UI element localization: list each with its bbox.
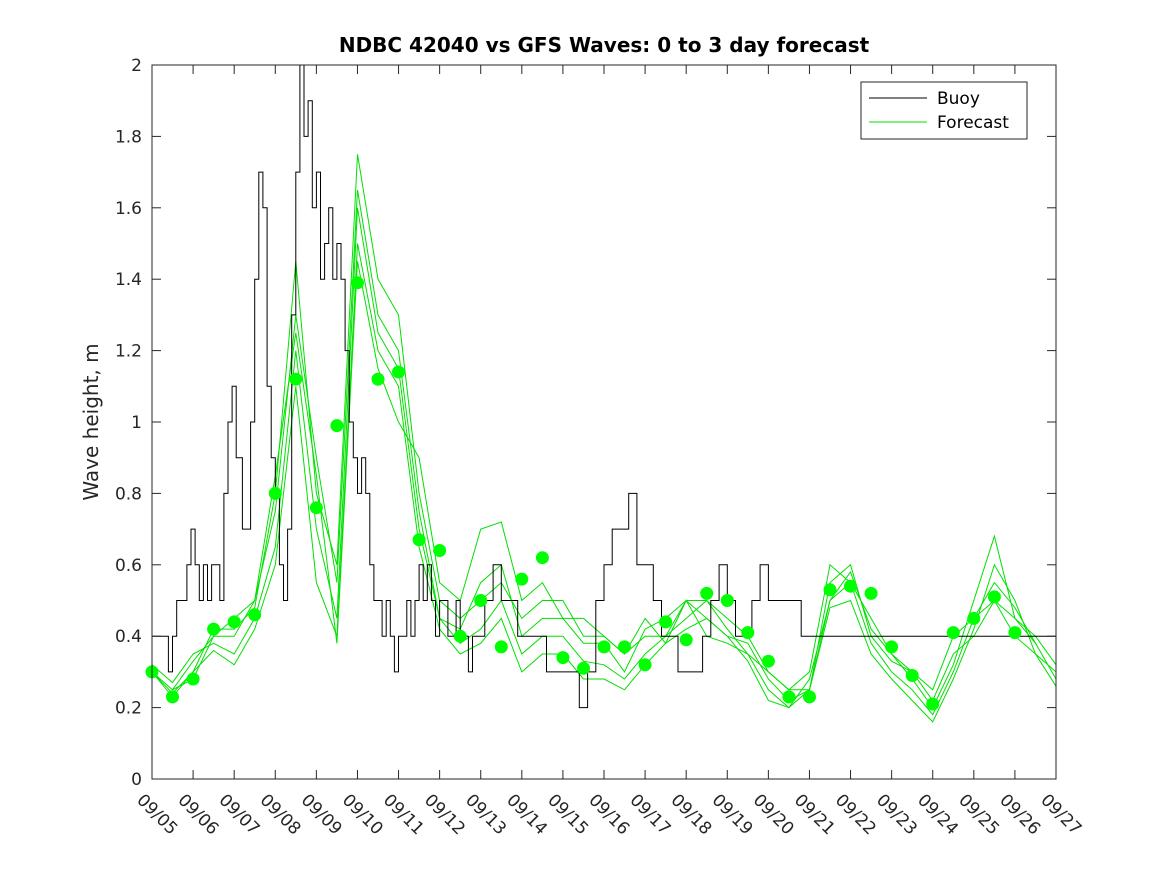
- analysis-marker: [433, 544, 447, 557]
- y-tick-label: 1.2: [115, 342, 142, 362]
- y-tick-label: 0: [131, 770, 142, 790]
- analysis-marker: [659, 615, 673, 629]
- y-tick-labels: 0 0.2 0.4 0.6 0.8 1 1.2 1.4 1.6 1.8 2: [115, 56, 142, 790]
- series-buoy-line: [152, 64, 1056, 709]
- analysis-marker: [679, 633, 693, 647]
- analysis-marker: [556, 651, 570, 665]
- analysis-marker: [864, 586, 878, 600]
- analysis-marker: [186, 672, 200, 686]
- analysis-marker: [844, 579, 857, 593]
- analysis-marker: [1008, 626, 1022, 640]
- analysis-marker: [823, 583, 837, 597]
- analysis-marker: [700, 586, 714, 600]
- analysis-marker: [638, 658, 652, 672]
- axis-ticks: [151, 64, 1057, 780]
- y-tick-label: 1: [131, 413, 142, 433]
- legend-forecast-label: Forecast: [937, 113, 1009, 133]
- y-tick-label: 0.6: [115, 556, 142, 576]
- analysis-marker: [330, 419, 344, 433]
- analysis-marker: [289, 372, 303, 386]
- analysis-marker: [720, 594, 734, 607]
- analysis-marker-layer: [145, 276, 1022, 711]
- analysis-marker: [453, 629, 467, 643]
- analysis-marker: [946, 626, 960, 640]
- series-forecast-line-4: [151, 243, 1057, 723]
- legend: Buoy Forecast: [860, 81, 1028, 140]
- y-axis-label: Wave height, m: [79, 343, 103, 500]
- y-tick-label: 0.4: [115, 627, 142, 647]
- analysis-marker: [207, 622, 221, 636]
- analysis-marker: [412, 533, 426, 547]
- legend-box: [860, 81, 1028, 140]
- analysis-marker: [618, 640, 631, 654]
- y-tick-label: 2: [131, 56, 142, 76]
- analysis-marker: [885, 640, 899, 654]
- analysis-marker: [782, 690, 796, 704]
- analysis-marker: [248, 608, 262, 622]
- analysis-marker: [926, 697, 940, 711]
- analysis-marker: [309, 501, 323, 515]
- y-tick-label: 0.2: [115, 699, 142, 719]
- analysis-marker: [535, 551, 549, 565]
- analysis-marker: [351, 276, 364, 290]
- analysis-marker: [268, 486, 282, 500]
- y-tick-label: 0.8: [115, 484, 142, 504]
- analysis-marker: [905, 669, 919, 682]
- analysis-marker: [967, 611, 981, 625]
- series-forecast-line-5: [172, 261, 1036, 709]
- analysis-marker: [741, 626, 755, 640]
- analysis-marker: [515, 572, 529, 586]
- analysis-marker: [494, 640, 508, 654]
- analysis-marker: [761, 654, 775, 668]
- analysis-marker: [803, 690, 816, 704]
- plot-area: [152, 65, 1056, 779]
- legend-buoy-label: Buoy: [937, 89, 980, 109]
- y-tick-label: 1.8: [115, 127, 142, 147]
- chart-title: NDBC 42040 vs GFS Waves: 0 to 3 day fore…: [339, 33, 870, 57]
- analysis-marker: [166, 690, 179, 704]
- series-forecast-line-3: [151, 207, 1057, 716]
- analysis-marker: [371, 372, 385, 386]
- analysis-marker: [577, 661, 590, 675]
- y-tick-label: 1.6: [115, 199, 142, 219]
- analysis-marker: [597, 640, 611, 654]
- analysis-marker: [227, 615, 241, 629]
- analysis-marker: [987, 590, 1001, 604]
- y-tick-label: 1.4: [115, 270, 142, 290]
- analysis-marker: [392, 365, 405, 379]
- analysis-marker: [474, 594, 488, 607]
